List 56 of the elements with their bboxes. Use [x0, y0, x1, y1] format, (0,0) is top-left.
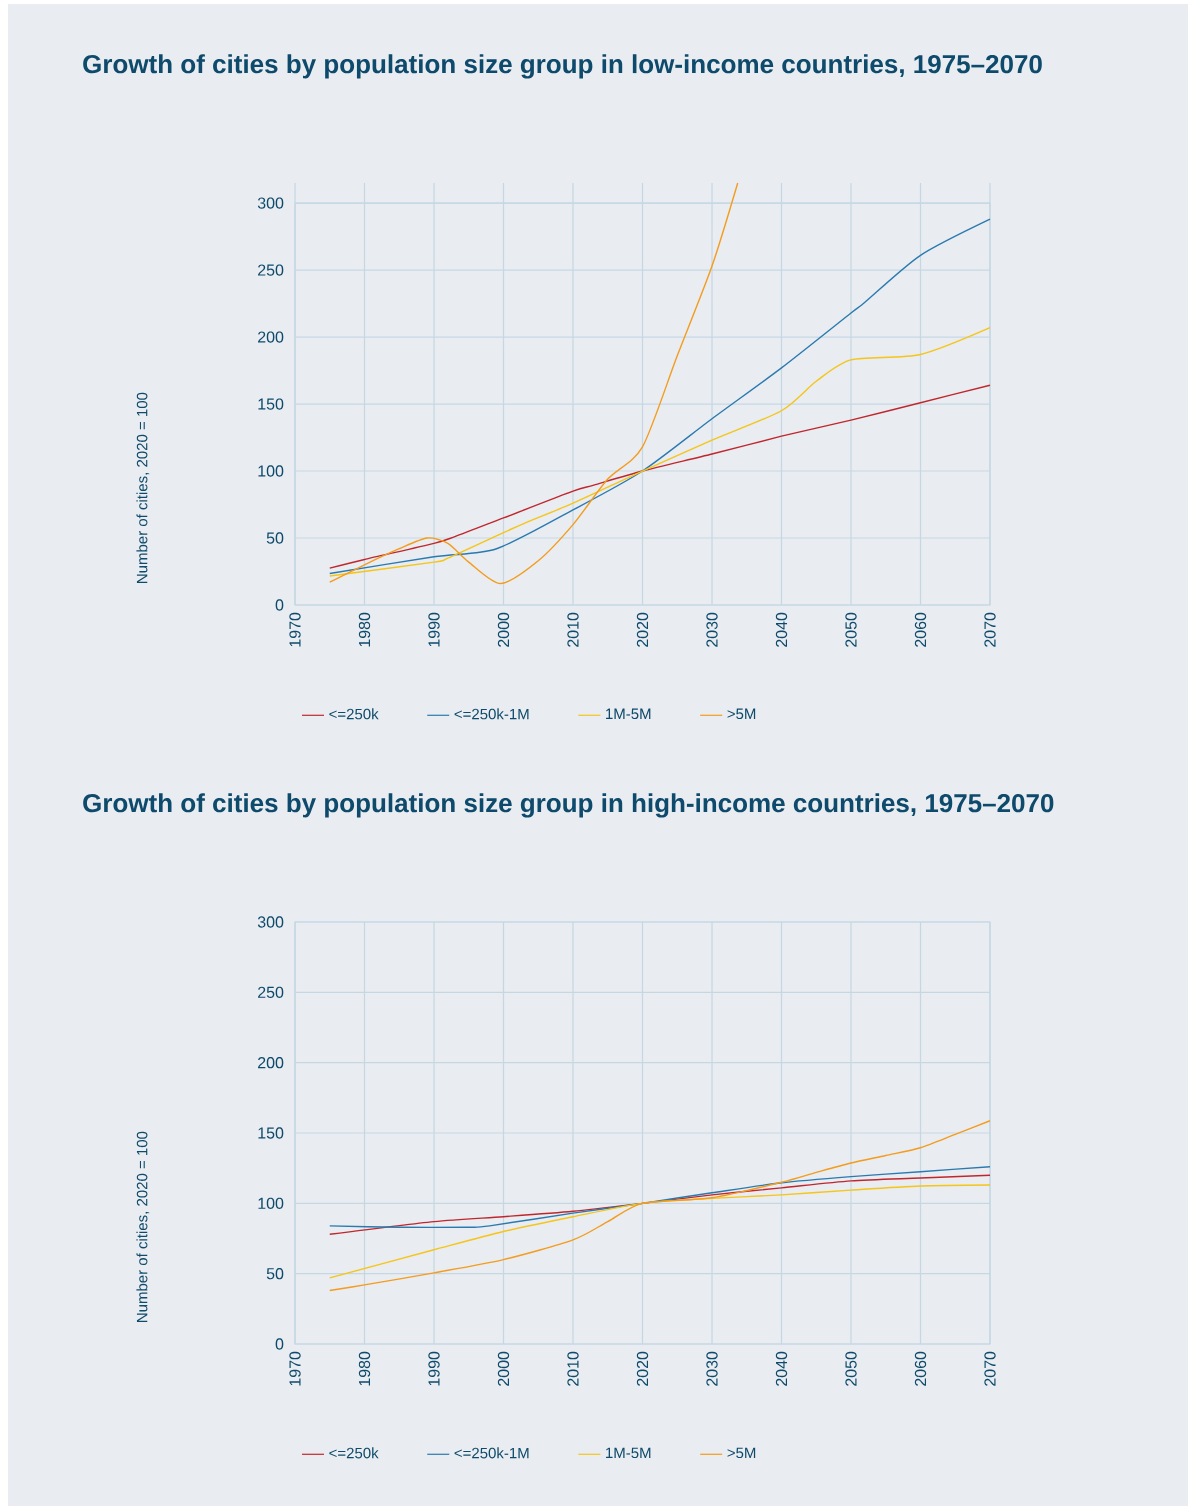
line-series	[329, 326, 991, 577]
legend-label: <=250k	[329, 1447, 379, 1459]
x-tick-label: 2030	[706, 1351, 718, 1386]
x-tick-label: 2020	[636, 1351, 649, 1386]
y-tick-label: 50	[266, 1268, 284, 1280]
x-tick-label: 2030	[706, 612, 718, 647]
y-tick-label: 100	[258, 465, 284, 477]
line-series	[329, 1184, 991, 1279]
x-tick-label: 1990	[428, 612, 440, 647]
y-tick-label: 250	[258, 264, 284, 276]
x-tick-label: 2050	[845, 612, 857, 647]
x-tick-label: 1980	[358, 612, 371, 647]
x-tick-label: 2010	[567, 1351, 579, 1386]
x-tick-label: 1980	[358, 1351, 371, 1386]
line-series	[329, 384, 991, 569]
chart-title: Growth of cities by population size group in high-income countries, 1975–2070	[83, 793, 1054, 818]
x-tick-label: 2040	[775, 612, 788, 647]
x-tick-label: 2060	[914, 1351, 927, 1386]
y-tick-label: 300	[257, 916, 284, 928]
line-series	[329, 182, 739, 585]
y-tick-label: 50	[266, 532, 284, 544]
legend-label: <=250k-1M	[454, 1447, 529, 1459]
y-tick-label: 150	[258, 398, 284, 410]
y-tick-label: 250	[258, 986, 284, 998]
legend-label: 1M-5M	[606, 1447, 651, 1459]
legend-label: <=250k	[329, 708, 379, 720]
y-tick-label: 0	[275, 599, 284, 611]
x-tick-label: 2050	[845, 1351, 857, 1386]
y-axis-title: Number of cities, 2020 = 100	[136, 1131, 150, 1322]
x-tick-label: 1990	[428, 1351, 440, 1386]
x-tick-label: 2060	[914, 612, 927, 647]
y-tick-label: 150	[258, 1127, 284, 1139]
legend-label: >5M	[727, 1447, 756, 1459]
line-series	[329, 1120, 991, 1292]
x-tick-label: 2020	[636, 612, 649, 647]
x-tick-label: 2000	[497, 1351, 510, 1386]
legend-label: 1M-5M	[606, 708, 651, 720]
x-tick-label: 2040	[775, 1351, 788, 1386]
line-series	[329, 1166, 991, 1229]
x-tick-label: 1970	[289, 1351, 301, 1386]
y-tick-label: 100	[258, 1197, 284, 1209]
x-tick-label: 2070	[984, 1351, 996, 1386]
legend-label: <=250k-1M	[454, 708, 529, 720]
legend-label: >5M	[727, 708, 756, 720]
y-axis-title: Number of cities, 2020 = 100	[136, 392, 150, 583]
y-tick-label: 300	[257, 197, 284, 209]
x-tick-label: 2070	[984, 612, 996, 647]
line-series	[329, 1174, 991, 1235]
x-tick-label: 2010	[567, 612, 579, 647]
x-tick-label: 2000	[497, 612, 510, 647]
x-tick-label: 1970	[289, 612, 301, 647]
line-series	[329, 218, 991, 575]
y-tick-label: 200	[258, 331, 284, 343]
y-tick-label: 200	[258, 1057, 284, 1069]
y-tick-label: 0	[275, 1338, 284, 1350]
chart-title: Growth of cities by population size group in low-income countries, 1975–2070	[83, 54, 1042, 79]
